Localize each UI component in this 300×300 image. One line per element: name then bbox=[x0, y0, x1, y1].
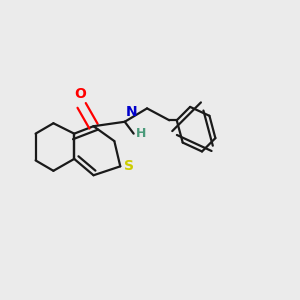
Text: H: H bbox=[136, 127, 146, 140]
Text: O: O bbox=[74, 87, 86, 101]
Text: S: S bbox=[124, 159, 134, 173]
Text: N: N bbox=[126, 105, 138, 119]
